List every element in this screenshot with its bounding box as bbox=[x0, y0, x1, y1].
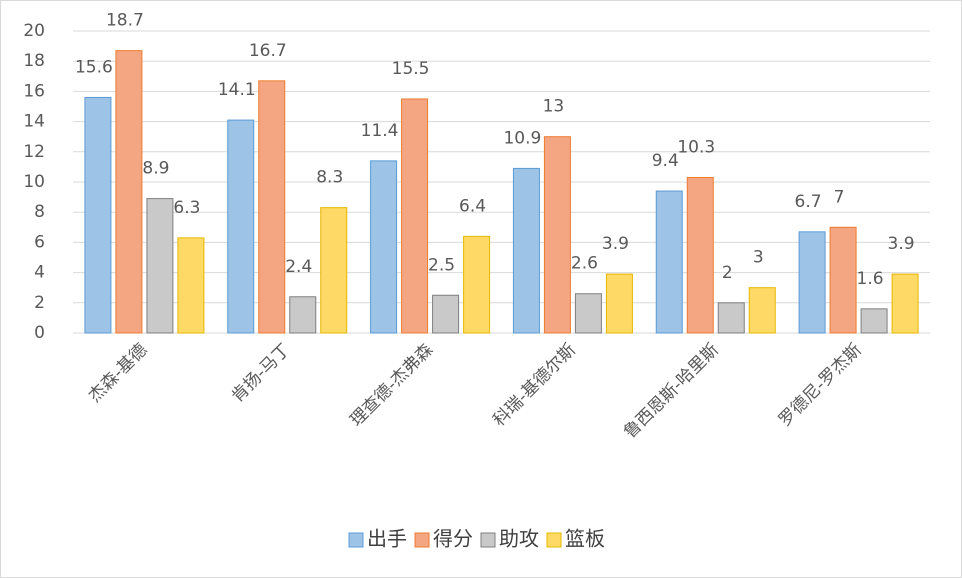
bar bbox=[605, 273, 633, 334]
bar bbox=[401, 98, 429, 334]
bar bbox=[432, 294, 460, 334]
bar bbox=[115, 50, 143, 334]
data-label: 11.4 bbox=[361, 121, 399, 141]
data-label: 7 bbox=[834, 187, 845, 207]
data-label: 10.9 bbox=[503, 128, 541, 148]
data-label: 6.7 bbox=[795, 192, 822, 212]
data-label: 6.4 bbox=[459, 196, 486, 216]
y-tick-label: 18 bbox=[23, 51, 45, 71]
bar bbox=[289, 296, 317, 334]
legend-swatch bbox=[348, 532, 364, 548]
y-tick-label: 12 bbox=[23, 142, 45, 162]
bar bbox=[717, 302, 745, 334]
data-label: 9.4 bbox=[652, 151, 679, 171]
bar bbox=[463, 235, 491, 334]
bar bbox=[512, 167, 540, 334]
bar bbox=[84, 96, 112, 334]
data-label: 16.7 bbox=[249, 41, 287, 61]
legend-label: 得分 bbox=[433, 527, 473, 551]
legend-swatch bbox=[414, 532, 430, 548]
data-label: 2.6 bbox=[571, 254, 598, 274]
data-label: 8.9 bbox=[142, 159, 169, 179]
y-tick-label: 0 bbox=[34, 323, 45, 343]
y-tick-label: 8 bbox=[34, 202, 45, 222]
data-label: 15.5 bbox=[392, 59, 430, 79]
data-label: 10.3 bbox=[677, 137, 715, 157]
data-label: 15.6 bbox=[75, 57, 113, 77]
data-label: 18.7 bbox=[106, 11, 144, 31]
bar bbox=[891, 273, 919, 334]
bar bbox=[370, 160, 398, 334]
y-tick-label: 20 bbox=[23, 21, 45, 41]
bar bbox=[655, 190, 683, 334]
bar bbox=[829, 226, 857, 334]
y-tick-label: 10 bbox=[23, 172, 45, 192]
bar bbox=[177, 237, 205, 334]
legend-label: 助攻 bbox=[499, 527, 539, 551]
data-label: 8.3 bbox=[316, 168, 343, 188]
data-label: 2.4 bbox=[285, 257, 312, 277]
y-tick-label: 16 bbox=[23, 81, 45, 101]
data-label: 3.9 bbox=[602, 234, 629, 254]
legend-label: 出手 bbox=[367, 527, 407, 551]
data-label: 6.3 bbox=[173, 198, 200, 218]
legend-swatch bbox=[480, 532, 496, 548]
data-label: 2 bbox=[722, 263, 733, 283]
bar bbox=[748, 287, 776, 334]
data-label: 3 bbox=[753, 248, 764, 268]
bar bbox=[574, 293, 602, 334]
bar bbox=[686, 176, 714, 334]
data-label: 2.5 bbox=[428, 255, 455, 275]
bar bbox=[227, 119, 255, 334]
bar bbox=[320, 207, 348, 334]
bar bbox=[543, 136, 571, 334]
bar bbox=[860, 308, 888, 334]
y-tick-label: 14 bbox=[23, 112, 45, 132]
y-tick-label: 6 bbox=[34, 232, 45, 252]
data-label: 3.9 bbox=[888, 234, 915, 254]
data-label: 13 bbox=[543, 97, 565, 117]
bar bbox=[258, 80, 286, 334]
data-label: 14.1 bbox=[218, 80, 256, 100]
legend-swatch bbox=[546, 532, 562, 548]
y-tick-label: 2 bbox=[34, 293, 45, 313]
legend-label: 篮板 bbox=[565, 527, 605, 551]
bar bbox=[798, 231, 826, 334]
y-tick-label: 4 bbox=[34, 263, 45, 283]
data-label: 1.6 bbox=[857, 269, 884, 289]
bar bbox=[146, 198, 174, 334]
